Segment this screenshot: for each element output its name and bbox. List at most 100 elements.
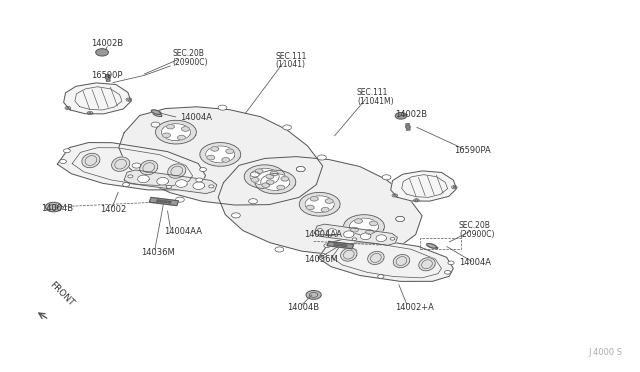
Polygon shape bbox=[360, 233, 371, 240]
Polygon shape bbox=[181, 126, 189, 131]
Polygon shape bbox=[244, 165, 285, 189]
Polygon shape bbox=[124, 170, 217, 193]
Polygon shape bbox=[334, 244, 347, 247]
Text: SEC.20B: SEC.20B bbox=[459, 221, 491, 230]
Circle shape bbox=[89, 112, 92, 114]
Polygon shape bbox=[355, 219, 362, 223]
Text: 14004B: 14004B bbox=[41, 203, 73, 213]
Text: FRONT: FRONT bbox=[47, 280, 75, 308]
Polygon shape bbox=[151, 110, 161, 115]
Text: 14036M: 14036M bbox=[304, 255, 338, 264]
Polygon shape bbox=[193, 182, 205, 189]
Circle shape bbox=[453, 186, 456, 188]
Circle shape bbox=[151, 122, 160, 127]
Polygon shape bbox=[138, 175, 149, 183]
Circle shape bbox=[317, 228, 323, 231]
Circle shape bbox=[166, 185, 172, 188]
Polygon shape bbox=[376, 235, 387, 242]
Polygon shape bbox=[205, 146, 235, 163]
Circle shape bbox=[396, 217, 404, 221]
Circle shape bbox=[218, 105, 227, 110]
Polygon shape bbox=[106, 74, 110, 81]
Text: J 4000 S: J 4000 S bbox=[589, 347, 623, 357]
Polygon shape bbox=[426, 244, 436, 248]
Text: 14004A: 14004A bbox=[180, 113, 212, 122]
Polygon shape bbox=[156, 120, 196, 144]
Circle shape bbox=[248, 199, 257, 204]
Text: (11041M): (11041M) bbox=[357, 97, 394, 106]
Text: SEC.20B: SEC.20B bbox=[172, 49, 204, 58]
Text: 14004AA: 14004AA bbox=[164, 227, 202, 235]
Polygon shape bbox=[106, 76, 110, 79]
Circle shape bbox=[275, 247, 284, 252]
Circle shape bbox=[296, 167, 305, 171]
Polygon shape bbox=[221, 158, 230, 162]
Text: 14004B: 14004B bbox=[287, 302, 319, 312]
Polygon shape bbox=[262, 183, 269, 187]
Polygon shape bbox=[270, 171, 278, 176]
Polygon shape bbox=[153, 113, 162, 116]
Circle shape bbox=[63, 149, 70, 153]
Text: 14036M: 14036M bbox=[141, 248, 175, 257]
Polygon shape bbox=[200, 142, 241, 166]
Polygon shape bbox=[305, 196, 334, 213]
Polygon shape bbox=[166, 124, 174, 129]
Circle shape bbox=[444, 270, 451, 274]
Polygon shape bbox=[157, 200, 171, 203]
Text: 14004AA: 14004AA bbox=[304, 230, 342, 239]
Polygon shape bbox=[82, 153, 100, 168]
Polygon shape bbox=[340, 248, 357, 261]
Circle shape bbox=[296, 167, 305, 171]
Circle shape bbox=[128, 175, 133, 178]
Polygon shape bbox=[175, 180, 188, 187]
Circle shape bbox=[283, 125, 292, 130]
Circle shape bbox=[390, 237, 395, 240]
Polygon shape bbox=[277, 185, 285, 190]
Text: (20900C): (20900C) bbox=[459, 230, 495, 239]
Circle shape bbox=[317, 155, 326, 160]
Text: 14004A: 14004A bbox=[459, 258, 491, 267]
Text: 14002B: 14002B bbox=[91, 39, 123, 48]
Polygon shape bbox=[251, 177, 259, 182]
Circle shape bbox=[378, 275, 384, 278]
Polygon shape bbox=[226, 149, 234, 154]
Polygon shape bbox=[211, 147, 219, 151]
Circle shape bbox=[175, 197, 184, 202]
Text: SEC.111: SEC.111 bbox=[357, 89, 388, 97]
Polygon shape bbox=[140, 160, 157, 175]
Polygon shape bbox=[344, 231, 354, 238]
Polygon shape bbox=[207, 155, 214, 160]
Circle shape bbox=[127, 99, 130, 100]
Polygon shape bbox=[429, 245, 438, 249]
Polygon shape bbox=[318, 238, 453, 281]
Text: (11041): (11041) bbox=[275, 60, 305, 70]
Polygon shape bbox=[266, 180, 274, 185]
Text: 14002B: 14002B bbox=[395, 109, 428, 119]
Polygon shape bbox=[157, 177, 168, 185]
Circle shape bbox=[352, 238, 356, 241]
Polygon shape bbox=[266, 174, 274, 179]
Polygon shape bbox=[177, 135, 186, 140]
Circle shape bbox=[132, 163, 141, 168]
Circle shape bbox=[324, 244, 330, 247]
Polygon shape bbox=[63, 83, 131, 114]
Polygon shape bbox=[327, 241, 354, 249]
Circle shape bbox=[382, 175, 391, 180]
Polygon shape bbox=[419, 258, 435, 271]
Circle shape bbox=[448, 261, 454, 264]
Text: 14002+A: 14002+A bbox=[395, 302, 434, 312]
Polygon shape bbox=[306, 205, 314, 210]
Polygon shape bbox=[168, 164, 186, 178]
Text: 14002: 14002 bbox=[100, 205, 127, 215]
Circle shape bbox=[67, 107, 69, 109]
Polygon shape bbox=[281, 176, 289, 181]
Polygon shape bbox=[58, 142, 205, 190]
Polygon shape bbox=[406, 124, 410, 130]
Polygon shape bbox=[161, 124, 191, 141]
Polygon shape bbox=[321, 208, 329, 212]
Polygon shape bbox=[369, 221, 378, 226]
Polygon shape bbox=[365, 230, 373, 234]
Polygon shape bbox=[218, 157, 422, 255]
Polygon shape bbox=[261, 173, 290, 190]
Text: SEC.111: SEC.111 bbox=[275, 52, 307, 61]
